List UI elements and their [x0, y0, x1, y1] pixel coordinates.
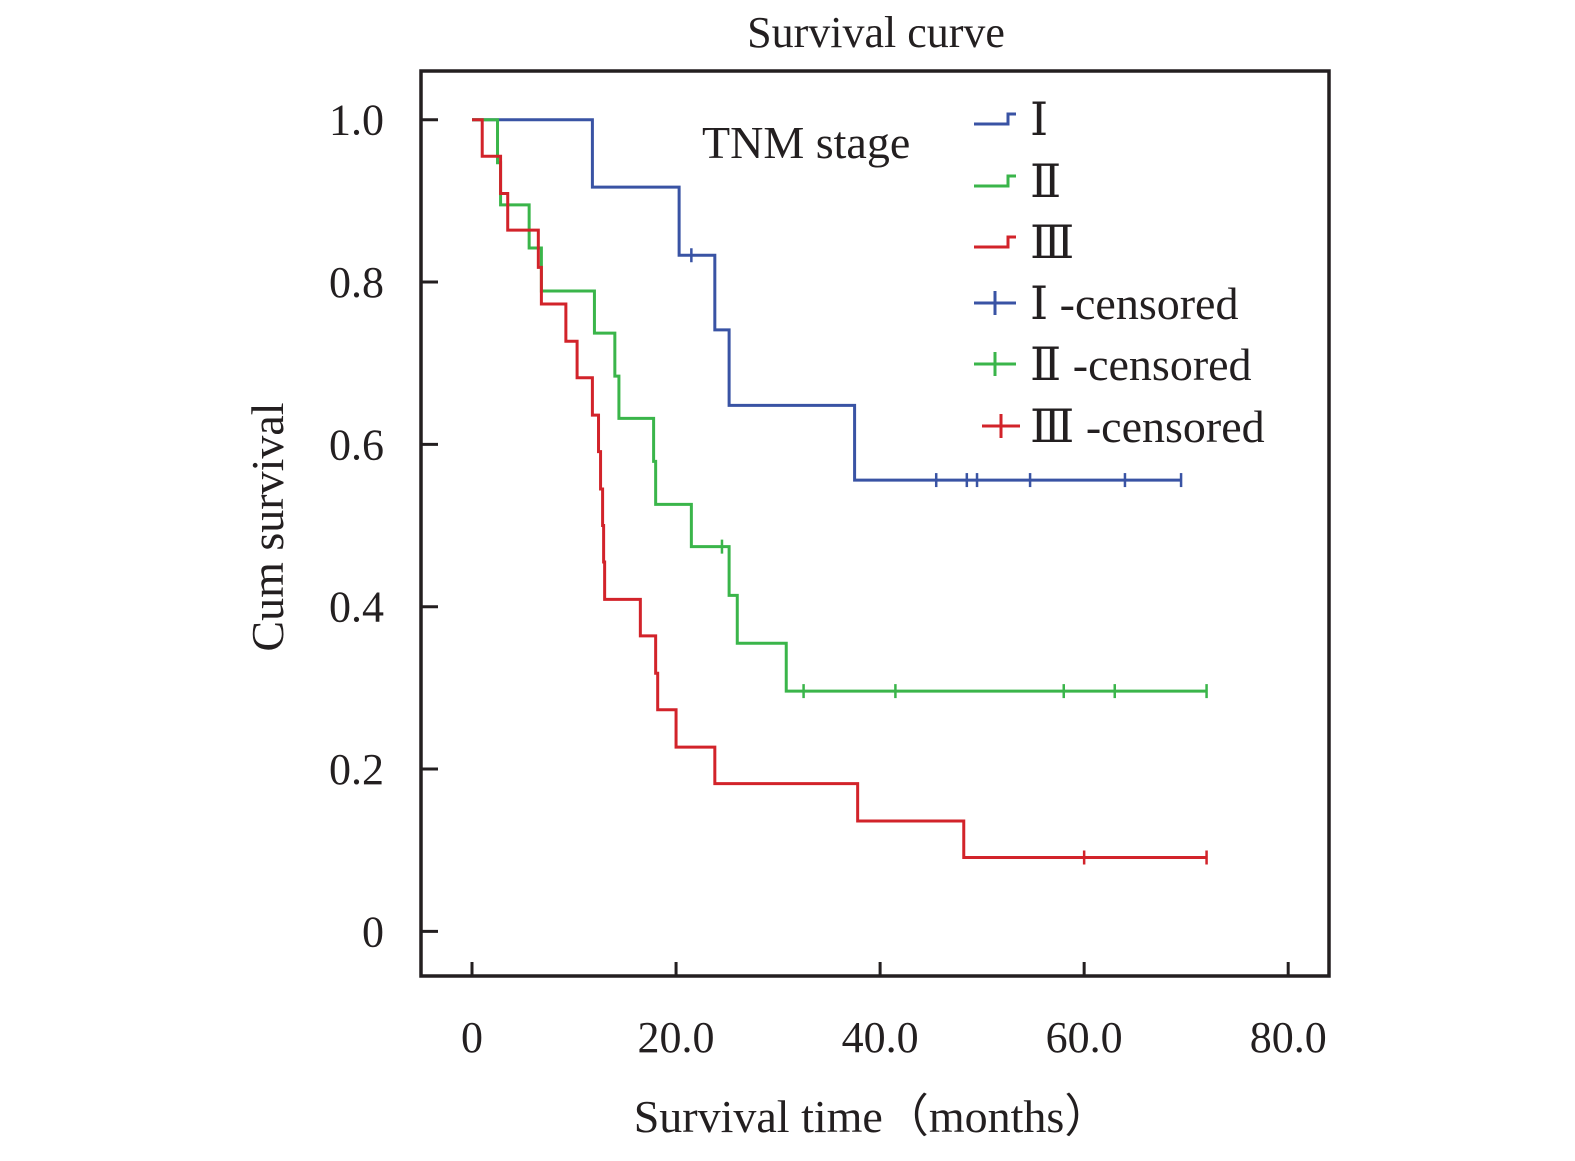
- series-2-line: [472, 118, 1207, 693]
- y-tick-label: 0.6: [329, 420, 384, 469]
- x-tick-label: 60.0: [1046, 1013, 1123, 1062]
- y-tick-label: 0.4: [329, 583, 384, 632]
- legend-label: Ⅲ -censored: [1030, 401, 1265, 452]
- legend-swatch: [974, 174, 1016, 188]
- y-tick-label: 0.8: [329, 258, 384, 307]
- legend-label: Ⅰ: [1030, 94, 1048, 145]
- y-tick-label: 0.2: [329, 745, 384, 794]
- legend-label: Ⅱ -censored: [1030, 339, 1252, 390]
- x-axis-label: Survival time（months）: [634, 1091, 1111, 1142]
- series-layer: [472, 118, 1208, 865]
- x-tick-label: 80.0: [1250, 1013, 1327, 1062]
- legend: Ⅰ Ⅱ Ⅲ Ⅰ -censored Ⅱ -censored Ⅲ -censored: [974, 94, 1265, 452]
- x-axis-ticks: 0 20.0 40.0 60.0 80.0: [461, 962, 1327, 1062]
- plot-frame: [419, 69, 1331, 978]
- legend-label: Ⅱ: [1030, 156, 1061, 207]
- legend-title: TNM stage: [702, 117, 910, 168]
- x-tick-label: 40.0: [842, 1013, 919, 1062]
- series-1-line: [472, 118, 1182, 482]
- y-tick-label: 1.0: [329, 96, 384, 145]
- legend-swatch: [974, 235, 1016, 249]
- x-tick-label: 0: [461, 1013, 483, 1062]
- legend-label: Ⅲ: [1030, 217, 1074, 268]
- legend-label: Ⅰ -censored: [1030, 278, 1238, 329]
- y-axis-label: Cum survival: [242, 402, 293, 651]
- chart-title: Survival curve: [747, 8, 1005, 57]
- y-axis-ticks: 0 0.2 0.4 0.6 0.8 1.0: [329, 96, 438, 956]
- y-tick-label: 0: [362, 907, 384, 956]
- series-3-line: [472, 118, 1207, 859]
- legend-swatch: [974, 112, 1016, 126]
- x-tick-label: 20.0: [638, 1013, 715, 1062]
